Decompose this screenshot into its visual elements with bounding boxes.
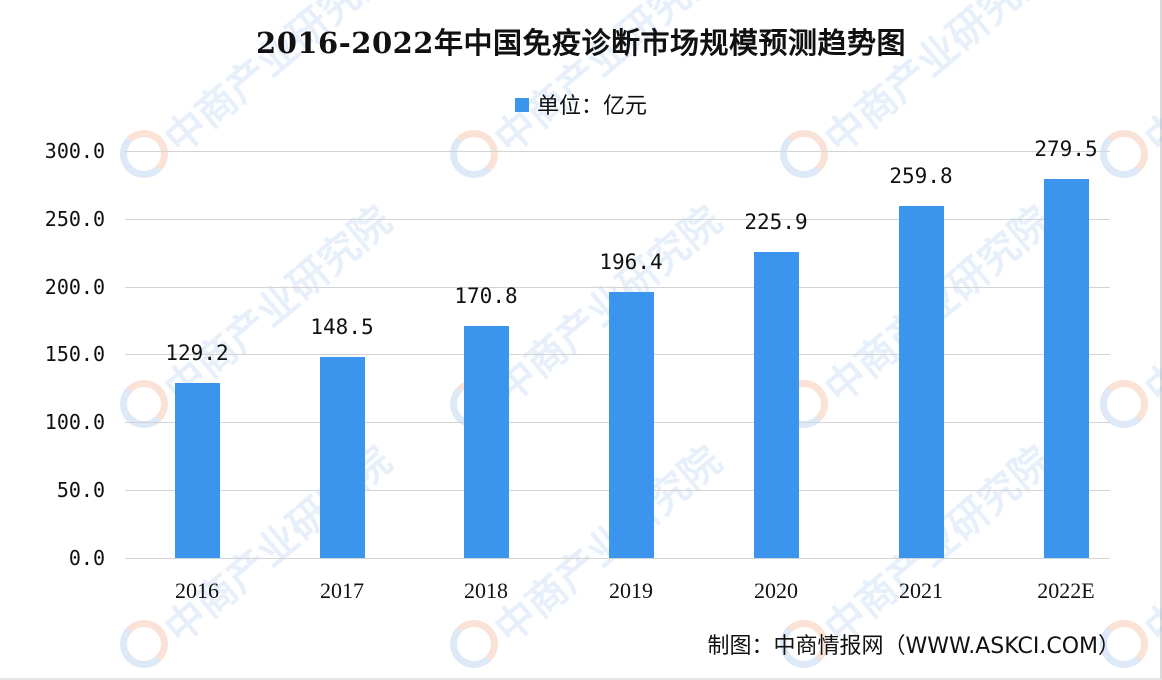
bar-value-label: 259.8 xyxy=(889,163,953,188)
chart-title: 2016-2022年中国免疫诊断市场规模预测趋势图 xyxy=(256,26,906,60)
bar xyxy=(174,382,220,558)
y-tick-label: 300.0 xyxy=(44,139,105,163)
bar-value-label: 196.4 xyxy=(599,249,663,274)
x-tick-label: 2019 xyxy=(609,578,653,603)
y-tick-label: 200.0 xyxy=(44,275,105,299)
x-tick-label: 2021 xyxy=(899,578,943,603)
bar-value-label: 225.9 xyxy=(744,209,808,234)
chart-legend: 单位：亿元 xyxy=(0,88,1162,120)
y-tick-label: 150.0 xyxy=(44,342,105,366)
bar xyxy=(753,251,799,558)
bar xyxy=(463,326,509,558)
x-tick-label: 2016 xyxy=(175,578,219,603)
bar xyxy=(608,291,654,558)
y-tick-label: 250.0 xyxy=(44,207,105,231)
legend-swatch-icon xyxy=(514,98,529,112)
y-tick-label: 0.0 xyxy=(68,546,105,570)
bar-value-label: 279.5 xyxy=(1034,136,1098,161)
bar xyxy=(1043,178,1089,558)
gridline-0 xyxy=(125,558,1110,559)
source-note: 制图：中商情报网（WWW.ASKCI.COM） xyxy=(707,634,1120,659)
bar-value-label: 148.5 xyxy=(310,314,374,339)
bar xyxy=(898,205,944,558)
y-tick-label: 100.0 xyxy=(44,410,105,434)
x-tick-label: 2020 xyxy=(754,578,798,603)
bar-value-label: 129.2 xyxy=(165,340,229,365)
x-tick-label: 2022E xyxy=(1037,578,1095,603)
gridline-200 xyxy=(125,287,1110,288)
bar xyxy=(319,356,365,558)
legend-label: 单位：亿元 xyxy=(536,94,647,119)
x-tick-label: 2018 xyxy=(464,578,508,603)
bar-value-label: 170.8 xyxy=(454,284,518,309)
gridline-250 xyxy=(125,219,1110,220)
gridline-300 xyxy=(125,151,1110,152)
y-tick-label: 50.0 xyxy=(56,478,105,502)
x-tick-label: 2017 xyxy=(320,578,364,603)
